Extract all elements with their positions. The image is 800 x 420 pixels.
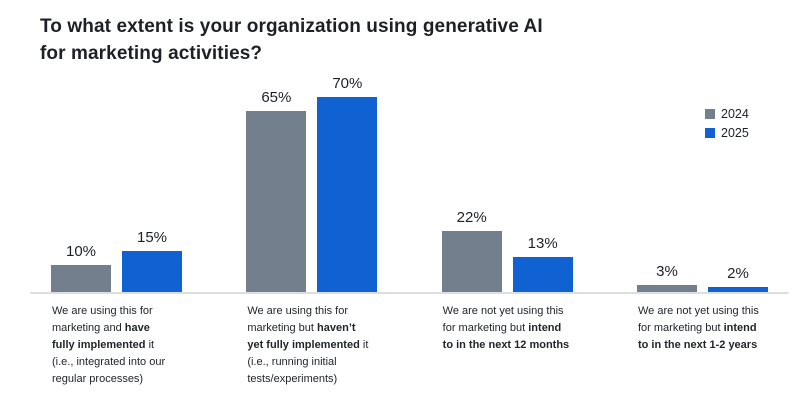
- value-label-2024-cat3: 22%: [456, 209, 487, 227]
- category-label-text: for marketing but: [637, 322, 724, 334]
- chart-title-line-1: To what extent is your organization usin…: [40, 16, 543, 37]
- category-label-3-line-1: We are not yet using this: [443, 303, 574, 320]
- category-label-text: We are using this for: [52, 305, 153, 317]
- value-label-2025-cat2: 70%: [332, 75, 363, 92]
- category-label-2-line-5: tests/experiments): [247, 371, 378, 388]
- bar-2024-cat3: [441, 231, 502, 293]
- bar-2025-cat4: [707, 287, 768, 293]
- category-label-text: it: [145, 339, 155, 351]
- x-axis-line: [30, 292, 789, 294]
- bar-column-2025-cat4: 2%: [707, 60, 768, 293]
- bar-group-2: 65% 70%: [246, 60, 378, 293]
- value-label-2024-cat4: 3%: [656, 262, 678, 280]
- bar-column-2024-cat3: 22%: [441, 60, 502, 293]
- category-label-text: to in the next 12 months: [442, 339, 570, 351]
- bar-column-2024-cat1: 10%: [51, 60, 111, 293]
- legend-swatch-2025: [705, 128, 715, 138]
- legend-item-2025: 2025: [705, 126, 749, 140]
- category-label-4-line-2: for marketing but intend: [638, 320, 769, 337]
- value-label-2024-cat2: 65%: [261, 89, 292, 106]
- category-label-1-line-4: (i.e., integrated into our: [52, 354, 183, 371]
- category-label-2-line-3: yet fully implemented it: [247, 337, 378, 354]
- category-label-text: have: [124, 322, 150, 334]
- category-label-3: We are not yet using this for marketing b…: [443, 303, 574, 388]
- chart-title-line-2: for marketing activities?: [40, 43, 263, 64]
- chart-title: To what extent is your organization usin…: [40, 13, 543, 67]
- legend: 2024 2025: [705, 107, 749, 140]
- category-label-1-line-3: fully implemented it: [52, 337, 183, 354]
- category-label-4: We are not yet using this for marketing b…: [638, 303, 769, 388]
- bar-group-3: 22% 13%: [441, 60, 573, 293]
- category-label-text: intend: [723, 322, 757, 334]
- value-label-2025-cat3: 13%: [527, 234, 558, 252]
- category-label-text: We are not yet using this: [637, 305, 759, 317]
- bar-column-2025-cat3: 13%: [512, 60, 573, 293]
- bar-2024-cat4: [636, 284, 697, 293]
- legend-label-2025: 2025: [721, 126, 749, 140]
- bar-column-2025-cat2: 70%: [317, 60, 378, 293]
- bar-2024-cat2: [246, 111, 307, 293]
- category-labels-row: We are using this for marketing and have f…: [52, 303, 769, 388]
- category-label-text: fully implemented: [52, 339, 146, 351]
- category-label-text: to in the next 1-2 years: [637, 339, 758, 351]
- value-label-2024-cat1: 10%: [65, 243, 97, 260]
- bar-column-2024-cat2: 65%: [246, 60, 307, 293]
- category-label-1: We are using this for marketing and have f…: [52, 303, 183, 388]
- category-label-text: We are not yet using this: [442, 305, 564, 317]
- plot-area: 10% 15% 65% 70% 22% 13% 3% 2%: [51, 60, 768, 293]
- category-label-4-line-1: We are not yet using this: [638, 303, 769, 320]
- category-label-text: it: [359, 339, 369, 351]
- category-label-text: (i.e., running initial: [247, 356, 337, 368]
- category-label-2-line-2: marketing but haven’t: [247, 320, 378, 337]
- bar-column-2024-cat4: 3%: [636, 60, 697, 293]
- value-label-2025-cat1: 15%: [136, 229, 168, 246]
- category-label-text: regular processes): [52, 373, 144, 385]
- category-label-text: haven’t: [317, 322, 356, 334]
- category-label-3-line-3: to in the next 12 months: [443, 337, 574, 354]
- category-label-text: (i.e., integrated into our: [52, 356, 166, 368]
- category-label-1-line-1: We are using this for: [52, 303, 183, 320]
- bar-2025-cat3: [512, 256, 573, 293]
- category-label-text: marketing and: [52, 322, 125, 334]
- category-label-2-line-4: (i.e., running initial: [247, 354, 378, 371]
- bar-group-1: 10% 15%: [51, 60, 182, 293]
- bar-2025-cat2: [317, 97, 378, 293]
- bar-2024-cat1: [51, 265, 111, 293]
- legend-item-2024: 2024: [705, 107, 749, 121]
- category-label-text: yet fully implemented: [247, 339, 360, 351]
- category-label-2: We are using this for marketing but haven…: [247, 303, 378, 388]
- category-label-1-line-2: marketing and have: [52, 320, 183, 337]
- legend-swatch-2024: [705, 109, 715, 119]
- legend-label-2024: 2024: [721, 107, 749, 121]
- category-label-text: tests/experiments): [247, 373, 338, 385]
- category-label-text: marketing but: [247, 322, 318, 334]
- bar-2025-cat1: [122, 251, 182, 293]
- category-label-2-line-1: We are using this for: [247, 303, 378, 320]
- category-label-1-line-5: regular processes): [52, 371, 183, 388]
- bar-column-2025-cat1: 15%: [122, 60, 182, 293]
- category-label-4-line-3: to in the next 1-2 years: [638, 337, 769, 354]
- category-label-3-line-2: for marketing but intend: [443, 320, 574, 337]
- category-label-text: We are using this for: [247, 305, 349, 317]
- category-label-text: intend: [528, 322, 562, 334]
- value-label-2025-cat4: 2%: [727, 265, 749, 283]
- bar-group-4: 3% 2%: [636, 60, 768, 293]
- category-label-text: for marketing but: [442, 322, 529, 334]
